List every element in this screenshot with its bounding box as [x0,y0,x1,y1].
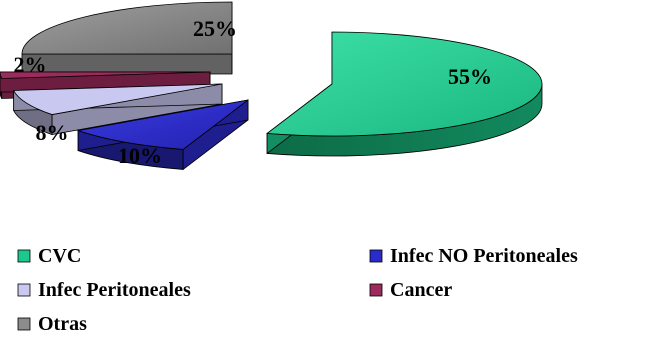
data-label-cancer: 2% [14,52,47,77]
legend-item-infec-no-peritoneales: Infec NO Peritoneales [369,245,578,267]
pie-slice-infec-no-peritoneales [76,99,249,171]
legend-item-infec-peritoneales: Infec Peritoneales [17,279,191,301]
legend-label: Infec NO Peritoneales [390,245,578,267]
chart-legend: CVC Infec NO Peritoneales Infec Peritoneal… [17,245,578,335]
legend-swatch [369,249,383,263]
legend-label: Infec Peritoneales [38,279,191,301]
pie-slice-edge [21,53,233,75]
pie-slice-top [0,71,211,79]
legend-item-cancer: Cancer [369,279,452,301]
legend-swatch [17,283,31,297]
legend-swatch [369,283,383,297]
legend-item-cvc: CVC [17,245,81,267]
pie-slice-top [76,99,249,150]
pie-slice-otras [21,1,233,75]
pie-slice-top [21,1,233,55]
legend-swatch [17,317,31,331]
data-label-otras: 25% [193,16,237,41]
pie-slice-top [13,83,223,115]
pie-slice-cvc [266,31,543,157]
legend-label: CVC [38,245,81,267]
legend-label: Cancer [390,279,452,301]
data-label-infec-no-peritoneales: 10% [118,143,162,168]
legend-label: Otras [38,313,87,335]
pie-slice-infec-peritoneales [13,83,223,136]
data-label-cvc: 55% [448,64,492,89]
legend-item-otras: Otras [17,313,87,335]
pie-slice-top [266,31,543,137]
data-label-infec-peritoneales: 8% [36,120,69,145]
legend-swatch [17,249,31,263]
